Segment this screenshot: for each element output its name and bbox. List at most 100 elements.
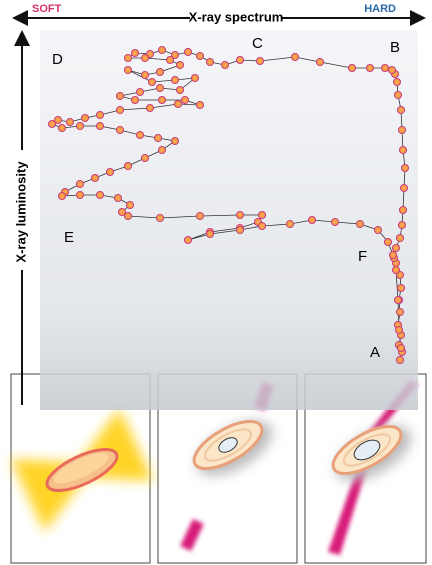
observation-point	[195, 100, 205, 110]
observation-point	[165, 55, 175, 65]
observation-point	[147, 77, 157, 87]
observation-point	[255, 56, 265, 66]
observation-point	[140, 153, 150, 163]
observation-point	[115, 91, 125, 101]
intermediate-state-disk	[192, 419, 273, 476]
observation-point	[394, 325, 404, 335]
observation-point	[395, 233, 405, 243]
observation-point	[170, 75, 180, 85]
observation-point	[135, 130, 145, 140]
observation-point	[115, 125, 125, 135]
observation-point	[315, 57, 325, 67]
observation-point	[173, 99, 183, 109]
observation-point	[398, 145, 408, 155]
observation-point	[153, 133, 163, 143]
jet-blob	[180, 518, 204, 552]
observation-point	[53, 115, 63, 125]
observation-point	[170, 50, 180, 60]
observation-point	[95, 121, 105, 131]
observation-point	[75, 121, 85, 131]
observation-point	[391, 265, 401, 275]
observation-point	[130, 95, 140, 105]
observation-point	[80, 113, 90, 123]
observation-point	[123, 211, 133, 221]
observation-point	[395, 355, 405, 365]
observation-point	[117, 207, 127, 217]
observation-point	[145, 103, 155, 113]
observation-point	[399, 183, 409, 193]
observation-point	[125, 200, 135, 210]
hard-label: HARD	[364, 3, 396, 15]
observation-point	[195, 51, 205, 61]
observation-point	[155, 83, 165, 93]
state-label: D	[52, 51, 63, 68]
observation-point	[365, 63, 375, 73]
observation-point	[95, 190, 105, 200]
observation-point	[140, 53, 150, 63]
observation-point	[140, 70, 150, 80]
observation-point	[157, 145, 167, 155]
observation-point	[285, 219, 295, 229]
observation-point	[180, 95, 190, 105]
axis-title: X-ray spectrum	[189, 9, 284, 24]
observation-point	[75, 179, 85, 189]
observation-point	[175, 85, 185, 95]
observation-point	[57, 191, 67, 201]
observation-point	[175, 60, 185, 70]
observation-point	[123, 161, 133, 171]
observation-point	[57, 123, 67, 133]
soft-label: SOFT	[32, 3, 62, 15]
observation-point	[307, 215, 317, 225]
observation-point	[75, 190, 85, 200]
axis-title: X-ray luminosity	[13, 161, 28, 263]
observation-points	[47, 45, 410, 365]
observation-point	[155, 213, 165, 223]
observation-point	[115, 105, 125, 115]
observation-point	[380, 63, 390, 73]
state-label: C	[252, 35, 263, 52]
observation-point	[123, 53, 133, 63]
observation-point	[257, 221, 267, 231]
observation-point	[393, 90, 403, 100]
observation-point	[135, 87, 145, 97]
observation-point	[220, 60, 230, 70]
observation-point	[157, 45, 167, 55]
observation-point	[396, 343, 406, 353]
observation-point	[130, 48, 140, 58]
observation-point	[205, 229, 215, 239]
observation-point	[398, 205, 408, 215]
observation-point	[355, 219, 365, 229]
observation-point	[95, 110, 105, 120]
observation-point	[47, 119, 57, 129]
observation-point	[396, 283, 406, 293]
observation-point	[387, 65, 397, 75]
observation-point	[113, 193, 123, 203]
state-label: E	[64, 229, 74, 246]
observation-point	[257, 210, 267, 220]
observation-point	[183, 47, 193, 57]
observation-point	[65, 117, 75, 127]
state-label: F	[358, 248, 367, 265]
observation-point	[395, 307, 405, 317]
state-label: B	[390, 39, 400, 56]
observation-point	[383, 237, 393, 247]
observation-point	[205, 57, 215, 67]
observation-point	[235, 210, 245, 220]
observation-point	[391, 243, 401, 253]
observation-point	[396, 105, 406, 115]
observation-point	[373, 225, 383, 235]
observation-point	[157, 95, 167, 105]
observation-point	[290, 52, 300, 62]
soft-state-disk	[10, 408, 154, 532]
observation-point	[392, 77, 402, 87]
observation-point	[90, 173, 100, 183]
observation-point	[393, 295, 403, 305]
state-label: A	[370, 344, 380, 361]
observation-point	[170, 136, 180, 146]
observation-point	[235, 55, 245, 65]
diagram-panel	[40, 30, 418, 410]
observation-point	[183, 235, 193, 245]
observation-point	[105, 167, 115, 177]
observation-point	[347, 63, 357, 73]
